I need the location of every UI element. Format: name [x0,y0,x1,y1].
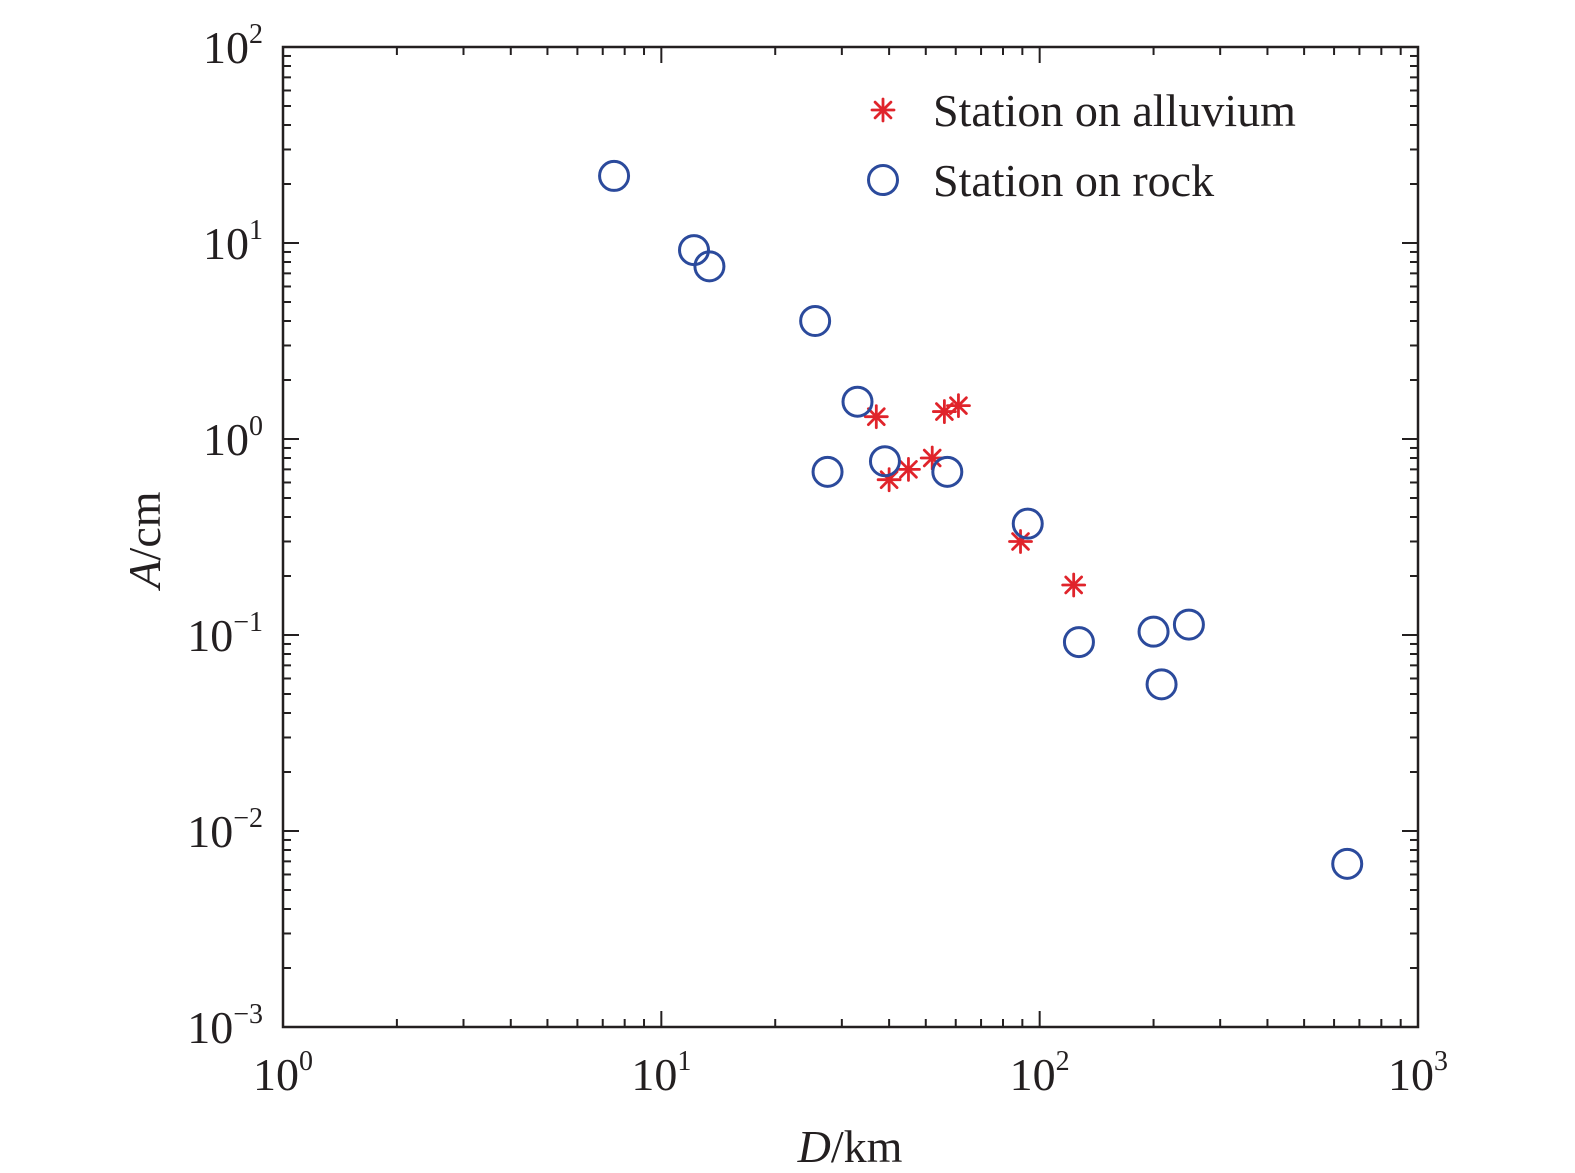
legend-label-alluvium: Station on alluvium [933,85,1296,136]
y-tick-label: 100 [203,411,263,465]
rock-point [811,455,844,488]
rock-point [841,385,874,418]
legend-label-rock: Station on rock [933,155,1214,206]
x-tick-label: 100 [253,1046,313,1100]
plot-frame [281,45,1420,1029]
y-tick-label: 101 [203,215,263,269]
y-tick-label: 10−2 [187,803,263,857]
legend-marker-rock [867,164,899,196]
x-tick-label: 102 [1010,1046,1070,1100]
x-axis-label: D/km [797,1121,903,1172]
rock-point [868,445,901,478]
x-tick-label: 101 [631,1046,691,1100]
rock-point [678,234,711,267]
alluvium-point [1008,529,1033,554]
rock-point [598,159,631,192]
y-axis-label: A/cm [119,491,170,591]
axes [281,45,1420,1029]
legend: Station on alluvium Station on rock [867,85,1296,206]
rock-point [1331,847,1364,880]
rock-point [1137,615,1170,648]
y-tick-label: 10−1 [187,607,263,661]
rock-point [1172,608,1205,641]
alluvium-point [896,456,921,482]
tick-labels: 100 101 102 103 10−3 10−2 10−1 100 101 102 [187,19,1448,1100]
rock-point [1062,626,1095,659]
legend-marker-alluvium [870,97,896,123]
rock-point [1011,507,1044,540]
rock-point [799,304,832,337]
y-tick-label: 102 [203,19,263,73]
data-points [598,159,1364,880]
y-tick-label: 10−3 [187,999,263,1053]
rock-point [931,455,964,488]
alluvium-point [863,404,889,430]
rock-point [693,250,726,283]
rock-point [1145,668,1178,701]
x-tick-label: 103 [1388,1046,1448,1100]
alluvium-point [946,393,971,419]
alluvium-point [876,467,902,493]
axis-ticks [282,46,1419,1028]
alluvium-point [1061,572,1087,598]
